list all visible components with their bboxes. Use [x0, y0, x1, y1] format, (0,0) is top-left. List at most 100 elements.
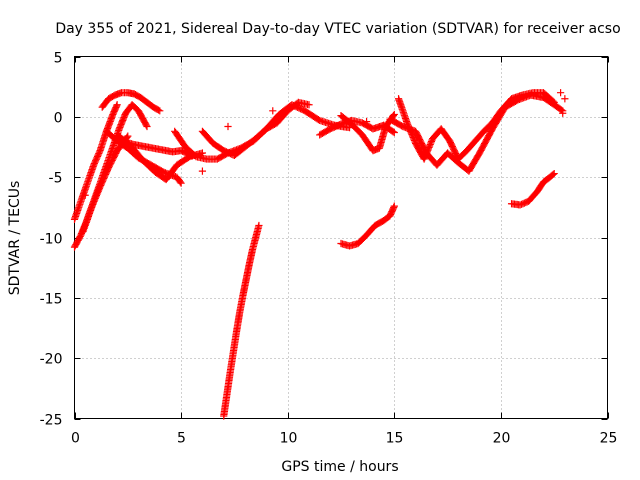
data-point: [419, 142, 427, 150]
x-axis-label: GPS time / hours: [281, 459, 398, 475]
y-tick-label: 0: [54, 111, 63, 127]
data-point: [255, 221, 263, 230]
data-point: [513, 97, 521, 105]
y-tick-label: 5: [54, 51, 63, 67]
data-point: [142, 121, 150, 129]
data-point: [110, 108, 118, 116]
data-point: [76, 232, 84, 241]
data-point: [97, 181, 105, 190]
data-point: [113, 101, 121, 109]
series-arc-I: [198, 98, 313, 160]
data-point: [362, 118, 371, 126]
x-tick-label: 5: [177, 431, 186, 447]
data-point: [329, 124, 337, 132]
data-point: [452, 151, 460, 159]
data-point: [111, 105, 119, 113]
data-point: [420, 145, 428, 153]
data-point: [124, 132, 132, 140]
data-point: [388, 206, 397, 214]
data-point: [96, 183, 104, 191]
data-point: [177, 147, 185, 155]
data-point: [412, 129, 420, 137]
data-point: [180, 148, 188, 156]
series-arc-G: [102, 127, 185, 187]
series-arc-D: [98, 89, 164, 115]
data-point: [387, 210, 395, 219]
data-point: [100, 174, 108, 183]
y-tick-label: -10: [40, 232, 63, 248]
data-point: [81, 191, 89, 199]
data-point: [198, 167, 207, 175]
data-point: [269, 107, 277, 115]
data-point: [98, 177, 107, 185]
y-tick-label: -25: [40, 413, 63, 429]
y-axis-label: SDTVAR / TECUs: [7, 181, 23, 296]
data-point: [101, 170, 110, 179]
data-point: [446, 138, 454, 146]
series-arc-O: [337, 202, 398, 250]
data-point: [420, 144, 428, 152]
data-point: [103, 168, 111, 176]
data-points: [70, 89, 569, 420]
data-point: [333, 122, 341, 130]
data-point: [549, 170, 557, 179]
data-point: [332, 122, 340, 131]
y-tick-label: -5: [49, 171, 63, 187]
data-point: [412, 127, 420, 135]
data-point: [556, 89, 565, 97]
data-point: [418, 139, 426, 148]
data-point: [390, 110, 398, 119]
data-point: [397, 122, 406, 130]
data-point: [389, 128, 397, 136]
chart-title: Day 355 of 2021, Sidereal Day-to-day VTE…: [55, 21, 620, 37]
data-point: [330, 123, 338, 131]
y-tick-label: -20: [40, 352, 63, 368]
data-point: [226, 150, 235, 158]
data-point: [176, 178, 184, 186]
data-point: [418, 141, 426, 149]
data-point: [112, 102, 121, 110]
data-point: [413, 130, 421, 138]
data-point: [387, 209, 395, 217]
data-point: [101, 172, 109, 180]
data-point: [97, 180, 105, 188]
x-tick-labels: 0 5 10 15 20 25: [71, 431, 617, 447]
data-point: [448, 141, 456, 149]
x-tick-label: 10: [280, 431, 298, 447]
series-isolated: [81, 89, 569, 199]
data-point: [389, 112, 398, 120]
data-point: [557, 106, 566, 114]
data-point: [224, 122, 232, 131]
data-point: [446, 137, 454, 145]
data-point: [450, 147, 458, 155]
data-point: [156, 107, 164, 115]
x-tick-label: 25: [600, 431, 618, 447]
data-point: [416, 135, 424, 144]
data-point: [415, 134, 423, 142]
data-point: [109, 109, 118, 117]
series-arc-P: [507, 169, 558, 209]
data-point: [222, 148, 231, 156]
data-point: [159, 168, 167, 176]
data-point: [154, 106, 163, 114]
data-point: [386, 212, 394, 220]
x-tick-label: 0: [71, 431, 80, 447]
data-point: [449, 144, 457, 152]
data-point: [98, 179, 106, 187]
data-point: [388, 208, 396, 216]
data-point: [550, 169, 558, 178]
data-point: [326, 125, 334, 133]
axis-ticks: [74, 56, 609, 420]
data-point: [414, 133, 422, 141]
data-point: [448, 142, 456, 151]
data-point: [143, 122, 151, 131]
data-point: [416, 137, 424, 145]
data-point: [225, 149, 233, 157]
data-point: [178, 147, 187, 155]
plot-frame: [74, 56, 608, 419]
data-point: [390, 203, 398, 212]
data-point: [559, 109, 567, 117]
data-point: [417, 138, 425, 146]
x-tick-label: 20: [493, 431, 511, 447]
